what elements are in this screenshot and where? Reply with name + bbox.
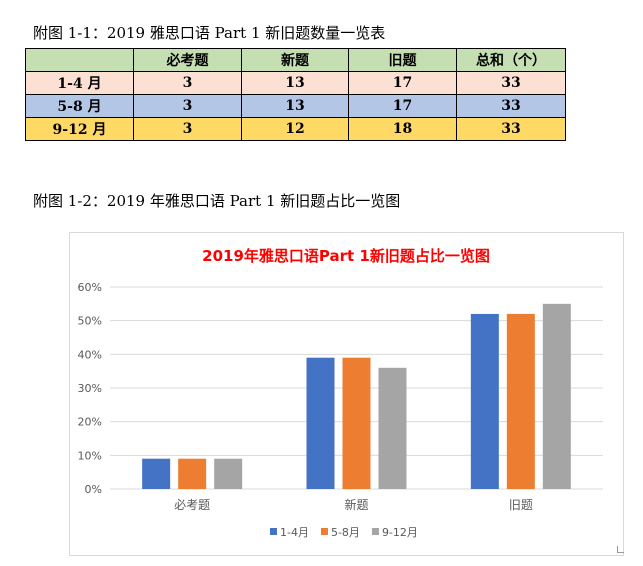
- x-tick-label: 必考题: [174, 498, 210, 512]
- y-tick-label: 60%: [78, 281, 102, 294]
- legend-label: 1-4月: [280, 526, 309, 539]
- y-tick-label: 30%: [78, 382, 102, 395]
- table-cell: 13: [241, 94, 349, 118]
- y-tick-label: 50%: [78, 315, 102, 328]
- table-header-cell: 总和（个）: [456, 48, 566, 72]
- table-cell: 13: [241, 71, 349, 95]
- table-header-cell: [25, 48, 134, 72]
- y-tick-label: 20%: [78, 416, 102, 429]
- x-tick-label: 新题: [344, 497, 368, 512]
- bar: [378, 367, 407, 489]
- summary-table: 必考题 新题 旧题 总和（个） 1-4 月 3 13 17 33 5-8 月 3…: [25, 48, 566, 141]
- table-cell: 17: [348, 94, 457, 118]
- table-cell: 12: [241, 117, 349, 141]
- bar: [506, 313, 535, 489]
- bar: [142, 458, 171, 489]
- bar: [542, 303, 571, 489]
- table-caption: 附图 1-1：2019 雅思口语 Part 1 新旧题数量一览表: [33, 24, 386, 42]
- bar: [178, 458, 207, 489]
- table-row: 5-8 月 3 13 17 33: [25, 94, 566, 118]
- table-cell: 3: [133, 117, 242, 141]
- table-cell: 33: [456, 117, 566, 141]
- table-cell: 5-8 月: [25, 94, 134, 118]
- y-tick-label: 0%: [85, 483, 102, 496]
- chart-frame[interactable]: 2019年雅思口语Part 1新旧题占比一览图 0% 10% 20% 30% 40% 50%…: [69, 232, 624, 556]
- table-header-row: 必考题 新题 旧题 总和（个）: [25, 48, 566, 72]
- table-header-cell: 新题: [241, 48, 349, 72]
- y-tick-label: 40%: [78, 348, 102, 361]
- table-cell: 1-4 月: [25, 71, 134, 95]
- legend-label: 5-8月: [331, 526, 360, 539]
- bar: [342, 357, 371, 489]
- bar: [470, 313, 499, 489]
- legend-swatch: [320, 528, 328, 535]
- table-row: 9-12 月 3 12 18 33: [25, 117, 566, 141]
- table-cell: 17: [348, 71, 457, 95]
- legend-swatch: [270, 528, 277, 535]
- table-cell: 3: [133, 94, 242, 118]
- bar: [214, 458, 243, 489]
- chart-caption: 附图 1-2：2019 年雅思口语 Part 1 新旧题占比一览图: [33, 192, 401, 210]
- legend-swatch: [371, 528, 379, 535]
- table-cell: 33: [456, 71, 566, 95]
- legend-label: 9-12月: [382, 526, 418, 539]
- resize-handle[interactable]: [617, 546, 624, 553]
- table-header-cell: 必考题: [133, 48, 242, 72]
- table-cell: 9-12 月: [25, 117, 134, 141]
- table-cell: 18: [348, 117, 457, 141]
- y-tick-label: 10%: [78, 449, 102, 462]
- table-cell: 3: [133, 71, 242, 95]
- chart-title: 2019年雅思口语Part 1新旧题占比一览图: [202, 247, 490, 265]
- x-tick-label: 旧题: [509, 498, 533, 512]
- bar: [306, 357, 335, 489]
- bar-chart: 2019年雅思口语Part 1新旧题占比一览图 0% 10% 20% 30% 40% 50%…: [78, 247, 603, 539]
- table-cell: 33: [456, 94, 566, 118]
- table-row: 1-4 月 3 13 17 33: [25, 71, 566, 95]
- table-header-cell: 旧题: [348, 48, 457, 72]
